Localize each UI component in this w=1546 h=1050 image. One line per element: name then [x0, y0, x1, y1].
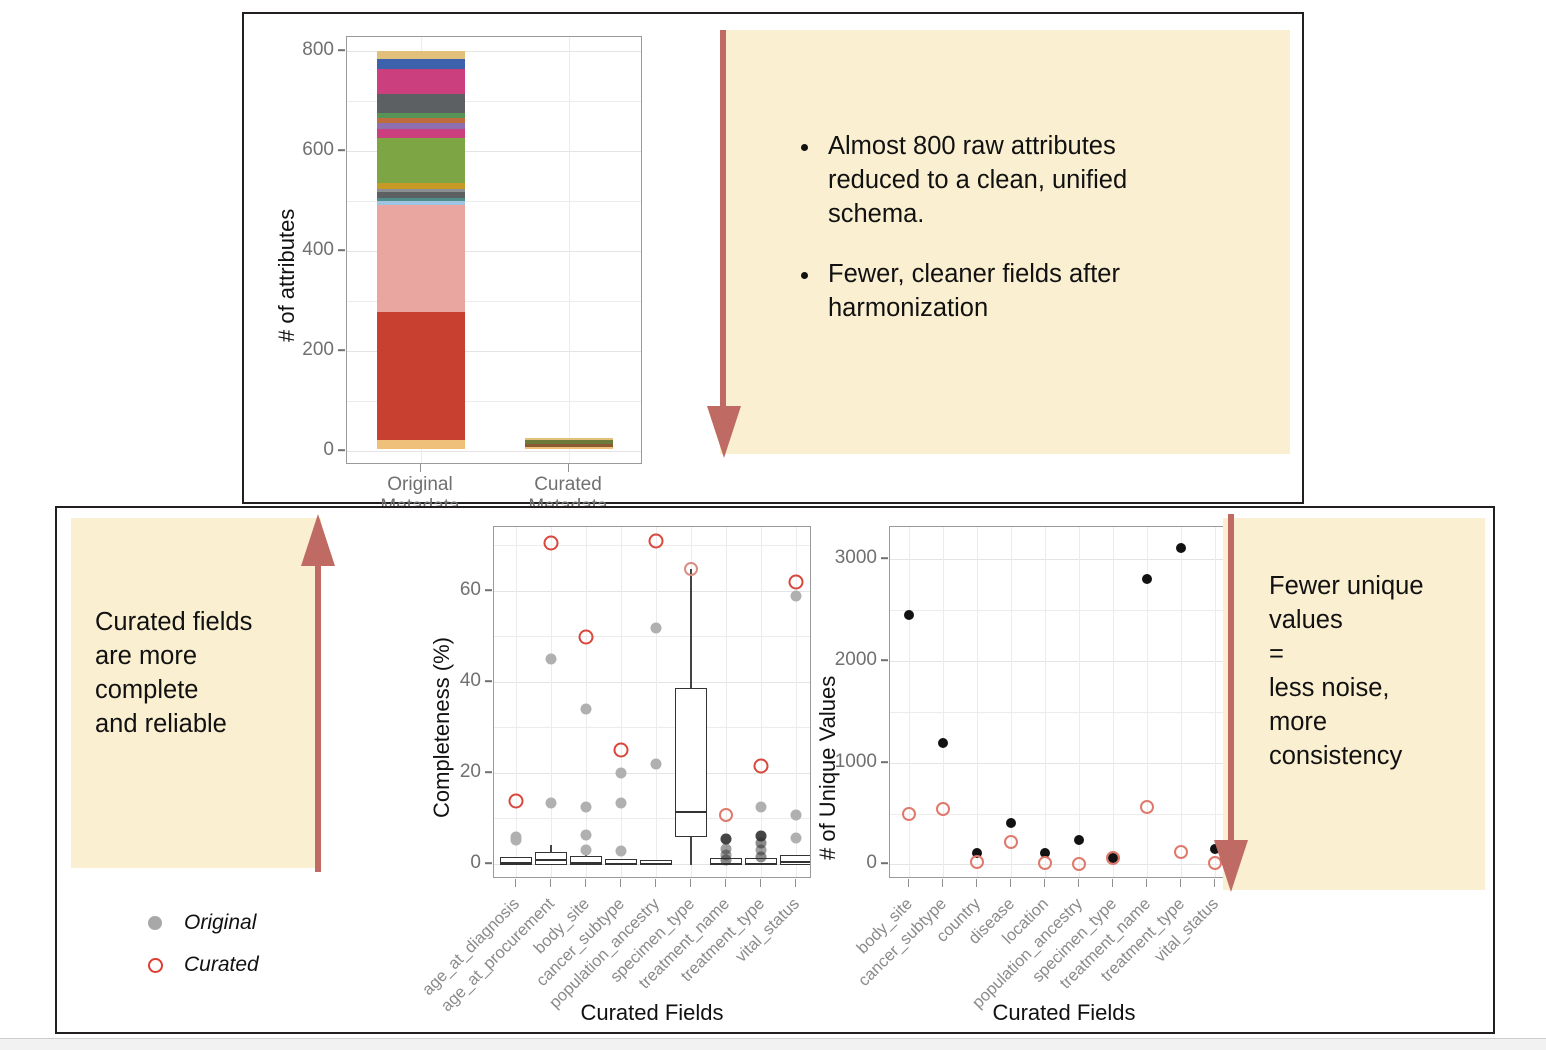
scatter-plot-area — [889, 526, 1239, 878]
red-open-circle-icon — [140, 957, 170, 973]
bullet-item: Fewer, cleaner fields after harmonizatio… — [822, 258, 1212, 326]
up-arrow-icon — [299, 514, 339, 872]
right-callout-background — [1223, 518, 1485, 890]
stacked-chart-plot-area — [346, 36, 642, 464]
ytick-label: 2000 — [834, 649, 877, 670]
ytick-label: 20 — [459, 761, 481, 782]
legend-label: Curated — [184, 953, 259, 976]
ytick-label: 3000 — [834, 547, 877, 568]
completeness-boxplot-chart: Completeness (%) 60 40 20 0 — [367, 508, 811, 1036]
legend-item-original: Original — [140, 902, 259, 944]
ytick-label: 800 — [302, 39, 334, 60]
boxplot-plot-area — [493, 526, 811, 878]
left-callout-text: Curated fields are more complete and rel… — [95, 608, 253, 738]
ytick-label: 600 — [302, 139, 334, 160]
top-panel-bullets: Almost 800 raw attributes reduced to a c… — [792, 130, 1212, 352]
ytick-label: 0 — [323, 439, 334, 460]
down-arrow-icon-right — [1212, 514, 1252, 894]
down-arrow-icon — [706, 30, 742, 458]
stacked-chart-ylabel: # of attributes — [274, 208, 299, 342]
unique-values-chart: # of Unique Values 3000 2000 1000 0 — [747, 508, 1239, 1036]
right-callout-text: Fewer unique values = less noise, more c… — [1269, 572, 1424, 770]
boxplot-xlabel: Curated Fields — [580, 1000, 724, 1025]
scatter-xlabel: Curated Fields — [992, 1000, 1136, 1025]
stacked-bar-original — [377, 51, 465, 449]
bottom-panel: Curated fields are more complete and rel… — [55, 506, 1495, 1034]
ytick-label: 200 — [302, 339, 334, 360]
ytick-label: 400 — [302, 239, 334, 260]
bullet-item: Almost 800 raw attributes reduced to a c… — [822, 130, 1212, 232]
top-callout-background — [720, 30, 1290, 454]
legend-item-curated: Curated — [140, 944, 259, 986]
top-panel: Almost 800 raw attributes reduced to a c… — [242, 12, 1304, 517]
ytick-label: 1000 — [834, 751, 877, 772]
left-callout-background — [71, 518, 321, 868]
ytick-label: 40 — [459, 670, 481, 691]
boxplot-ylabel: Completeness (%) — [429, 637, 454, 818]
bottom-status-bar — [0, 1038, 1546, 1050]
series-legend: Original Curated — [140, 902, 259, 986]
stacked-bar-curated — [525, 438, 613, 449]
legend-label: Original — [184, 911, 257, 934]
stacked-attributes-chart: # of attributes 800 600 400 200 0 — [252, 22, 652, 517]
ytick-label: 0 — [470, 852, 481, 873]
ytick-label: 60 — [459, 579, 481, 600]
filled-grey-dot-icon — [140, 916, 170, 930]
ytick-label: 0 — [866, 852, 877, 873]
